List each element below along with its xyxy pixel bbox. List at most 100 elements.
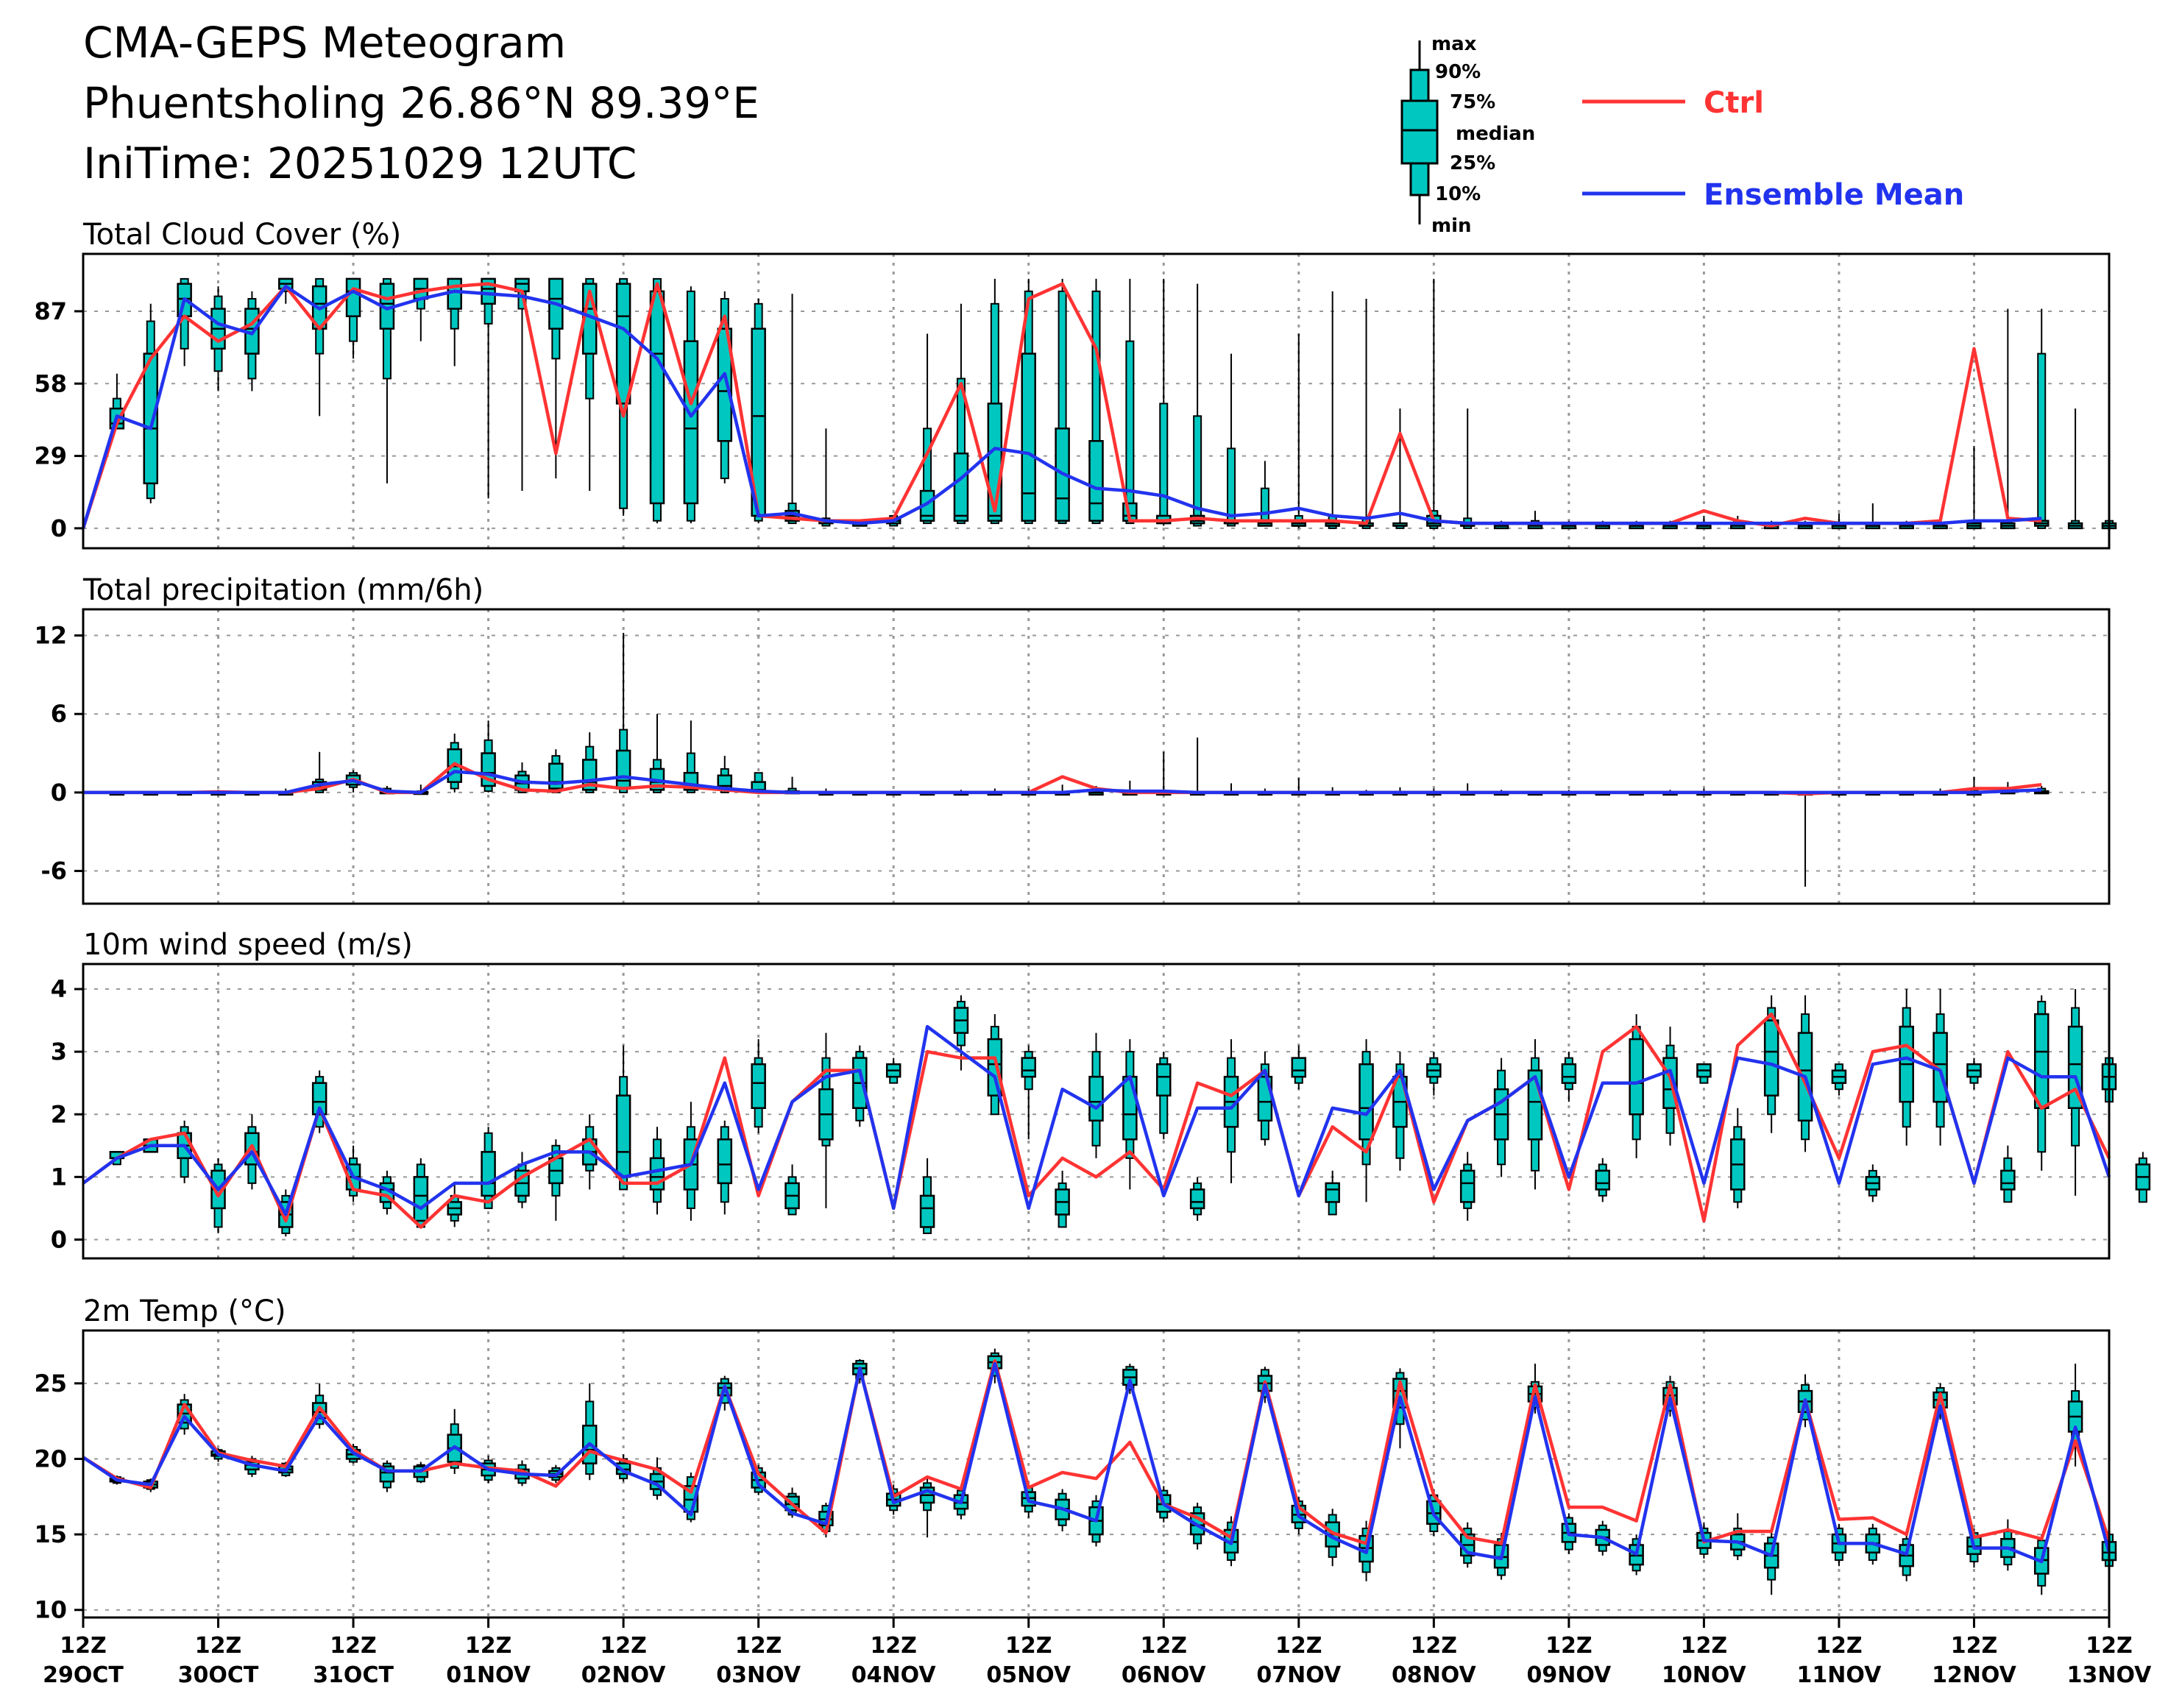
panel-frame — [82, 252, 2111, 550]
x-tick-hour: 12Z — [1815, 1633, 1863, 1659]
y-tick-label: 3 — [51, 1038, 67, 1066]
box-plot — [1156, 278, 1172, 526]
box-iqr — [1088, 439, 1104, 522]
box-plot — [885, 1057, 901, 1084]
box-iqr — [987, 1038, 1003, 1096]
box-plot — [1189, 737, 1205, 796]
x-tick-hour: 12Z — [1681, 1633, 1728, 1659]
x-tick-date: 12NOV — [1932, 1662, 2017, 1688]
x-tick-date: 07NOV — [1256, 1662, 1342, 1688]
box-iqr — [1459, 1169, 1476, 1203]
box-plot — [2067, 1364, 2083, 1467]
y-tick-label: 2 — [51, 1100, 67, 1128]
box-plot — [683, 720, 699, 793]
box-plot — [1055, 1170, 1070, 1228]
y-tick-label: 87 — [34, 297, 67, 325]
box-plot — [379, 1460, 395, 1492]
x-tick-hour: 12Z — [1545, 1633, 1593, 1659]
box-iqr — [615, 749, 631, 790]
box-plot — [413, 277, 429, 341]
panel-frame — [82, 1329, 2111, 1619]
x-tick-date: 08NOV — [1392, 1662, 1477, 1688]
y-tick-label: 0 — [51, 514, 67, 542]
box-iqr — [2033, 1013, 2050, 1109]
box-plot — [1325, 1170, 1340, 1216]
box-iqr — [683, 340, 699, 505]
panel-3: 10m wind speed (m/s) 0 1 2 3 4 — [51, 928, 2151, 1260]
x-tick-hour: 12Z — [465, 1633, 512, 1659]
x-tick-hour: 12Z — [1411, 1633, 1458, 1659]
box-plot — [784, 1164, 800, 1216]
init-time-label: IniTime: 20251029 12UTC — [83, 138, 637, 188]
box-plot — [1865, 503, 1881, 530]
box-plot — [1358, 1039, 1374, 1202]
panel-4: 2m Temp (°C) 10 15 20 25 — [34, 1294, 2117, 1624]
legend-iqr-box — [1400, 99, 1439, 165]
box-p10-p90 — [2037, 352, 2047, 529]
y-tick-label: 12 — [34, 622, 67, 650]
box-iqr — [1325, 1182, 1340, 1203]
box-plot — [1325, 291, 1340, 529]
box-plot — [919, 333, 935, 525]
box-plot — [1696, 1063, 1712, 1084]
y-tick-label: 0 — [51, 779, 67, 807]
box-plot — [2000, 1145, 2016, 1203]
y-tick-label: 4 — [51, 975, 67, 1003]
box-plot — [1122, 278, 1138, 525]
x-tick-hour: 12Z — [60, 1633, 107, 1659]
chart-title: CMA-GEPS Meteogram — [83, 18, 566, 68]
ensemble-mean-series-line — [81, 284, 2042, 529]
legend-p25-label: 25% — [1450, 152, 1495, 174]
panel-frame — [82, 608, 2111, 905]
box-plot — [1459, 1152, 1476, 1221]
ensemble-mean-series-line — [83, 770, 2042, 795]
box-plot — [615, 277, 631, 516]
box-p10-p90 — [923, 428, 932, 525]
box-plot — [919, 1478, 935, 1538]
panel-1: Total Cloud Cover (%) 0 29 58 87 — [34, 218, 2117, 550]
box-plot — [1156, 751, 1172, 796]
x-tick-date: 02NOV — [581, 1662, 667, 1688]
line-legend: Ctrl Ensemble Mean — [1582, 86, 1964, 212]
box-plot — [1088, 278, 1104, 525]
x-tick-date: 05NOV — [986, 1662, 1071, 1688]
x-tick-hour: 12Z — [1141, 1633, 1188, 1659]
box-plot — [1730, 1513, 1746, 1560]
box-plot — [1122, 1364, 1138, 1395]
box-plot — [953, 303, 969, 525]
panels: Total Cloud Cover (%) 0 29 58 87 Total precip… — [34, 218, 2151, 1624]
box-iqr — [649, 290, 665, 505]
box-plot — [2135, 1152, 2151, 1203]
legend-p90-label: 90% — [1435, 61, 1481, 83]
x-tick-date: 09NOV — [1526, 1662, 1612, 1688]
box-plot — [987, 1014, 1003, 1116]
box-iqr — [481, 1151, 496, 1197]
box-plot — [1223, 1039, 1239, 1183]
box-plot — [143, 303, 159, 503]
box-iqr — [1763, 1019, 1779, 1096]
panel-title: 2m Temp (°C) — [83, 1294, 286, 1328]
box-plot — [1493, 1057, 1509, 1177]
box-p10-p90 — [1058, 290, 1067, 525]
box-plot — [1088, 1032, 1104, 1158]
box-plot — [1156, 1052, 1172, 1140]
box-p10-p90 — [1193, 415, 1202, 527]
box-plot — [1561, 1052, 1577, 1102]
x-tick-hour: 12Z — [1005, 1633, 1052, 1659]
box-iqr — [345, 277, 361, 317]
x-tick-hour: 12Z — [870, 1633, 917, 1659]
x-tick-date: 30OCT — [178, 1662, 259, 1688]
box-plot — [1291, 333, 1307, 528]
box-iqr — [1088, 1075, 1104, 1122]
box-iqr — [2000, 1169, 2016, 1191]
box-iqr — [1358, 1063, 1374, 1141]
box-plot — [1527, 1039, 1543, 1190]
box-plot — [1088, 786, 1104, 796]
box-iqr — [1629, 1038, 1644, 1116]
box-plot — [1189, 1177, 1205, 1221]
box-plot — [1257, 1052, 1273, 1146]
box-p10-p90 — [1159, 403, 1169, 525]
box-plot — [649, 1457, 665, 1500]
box-iqr — [717, 1138, 733, 1185]
box-iqr — [953, 452, 969, 522]
